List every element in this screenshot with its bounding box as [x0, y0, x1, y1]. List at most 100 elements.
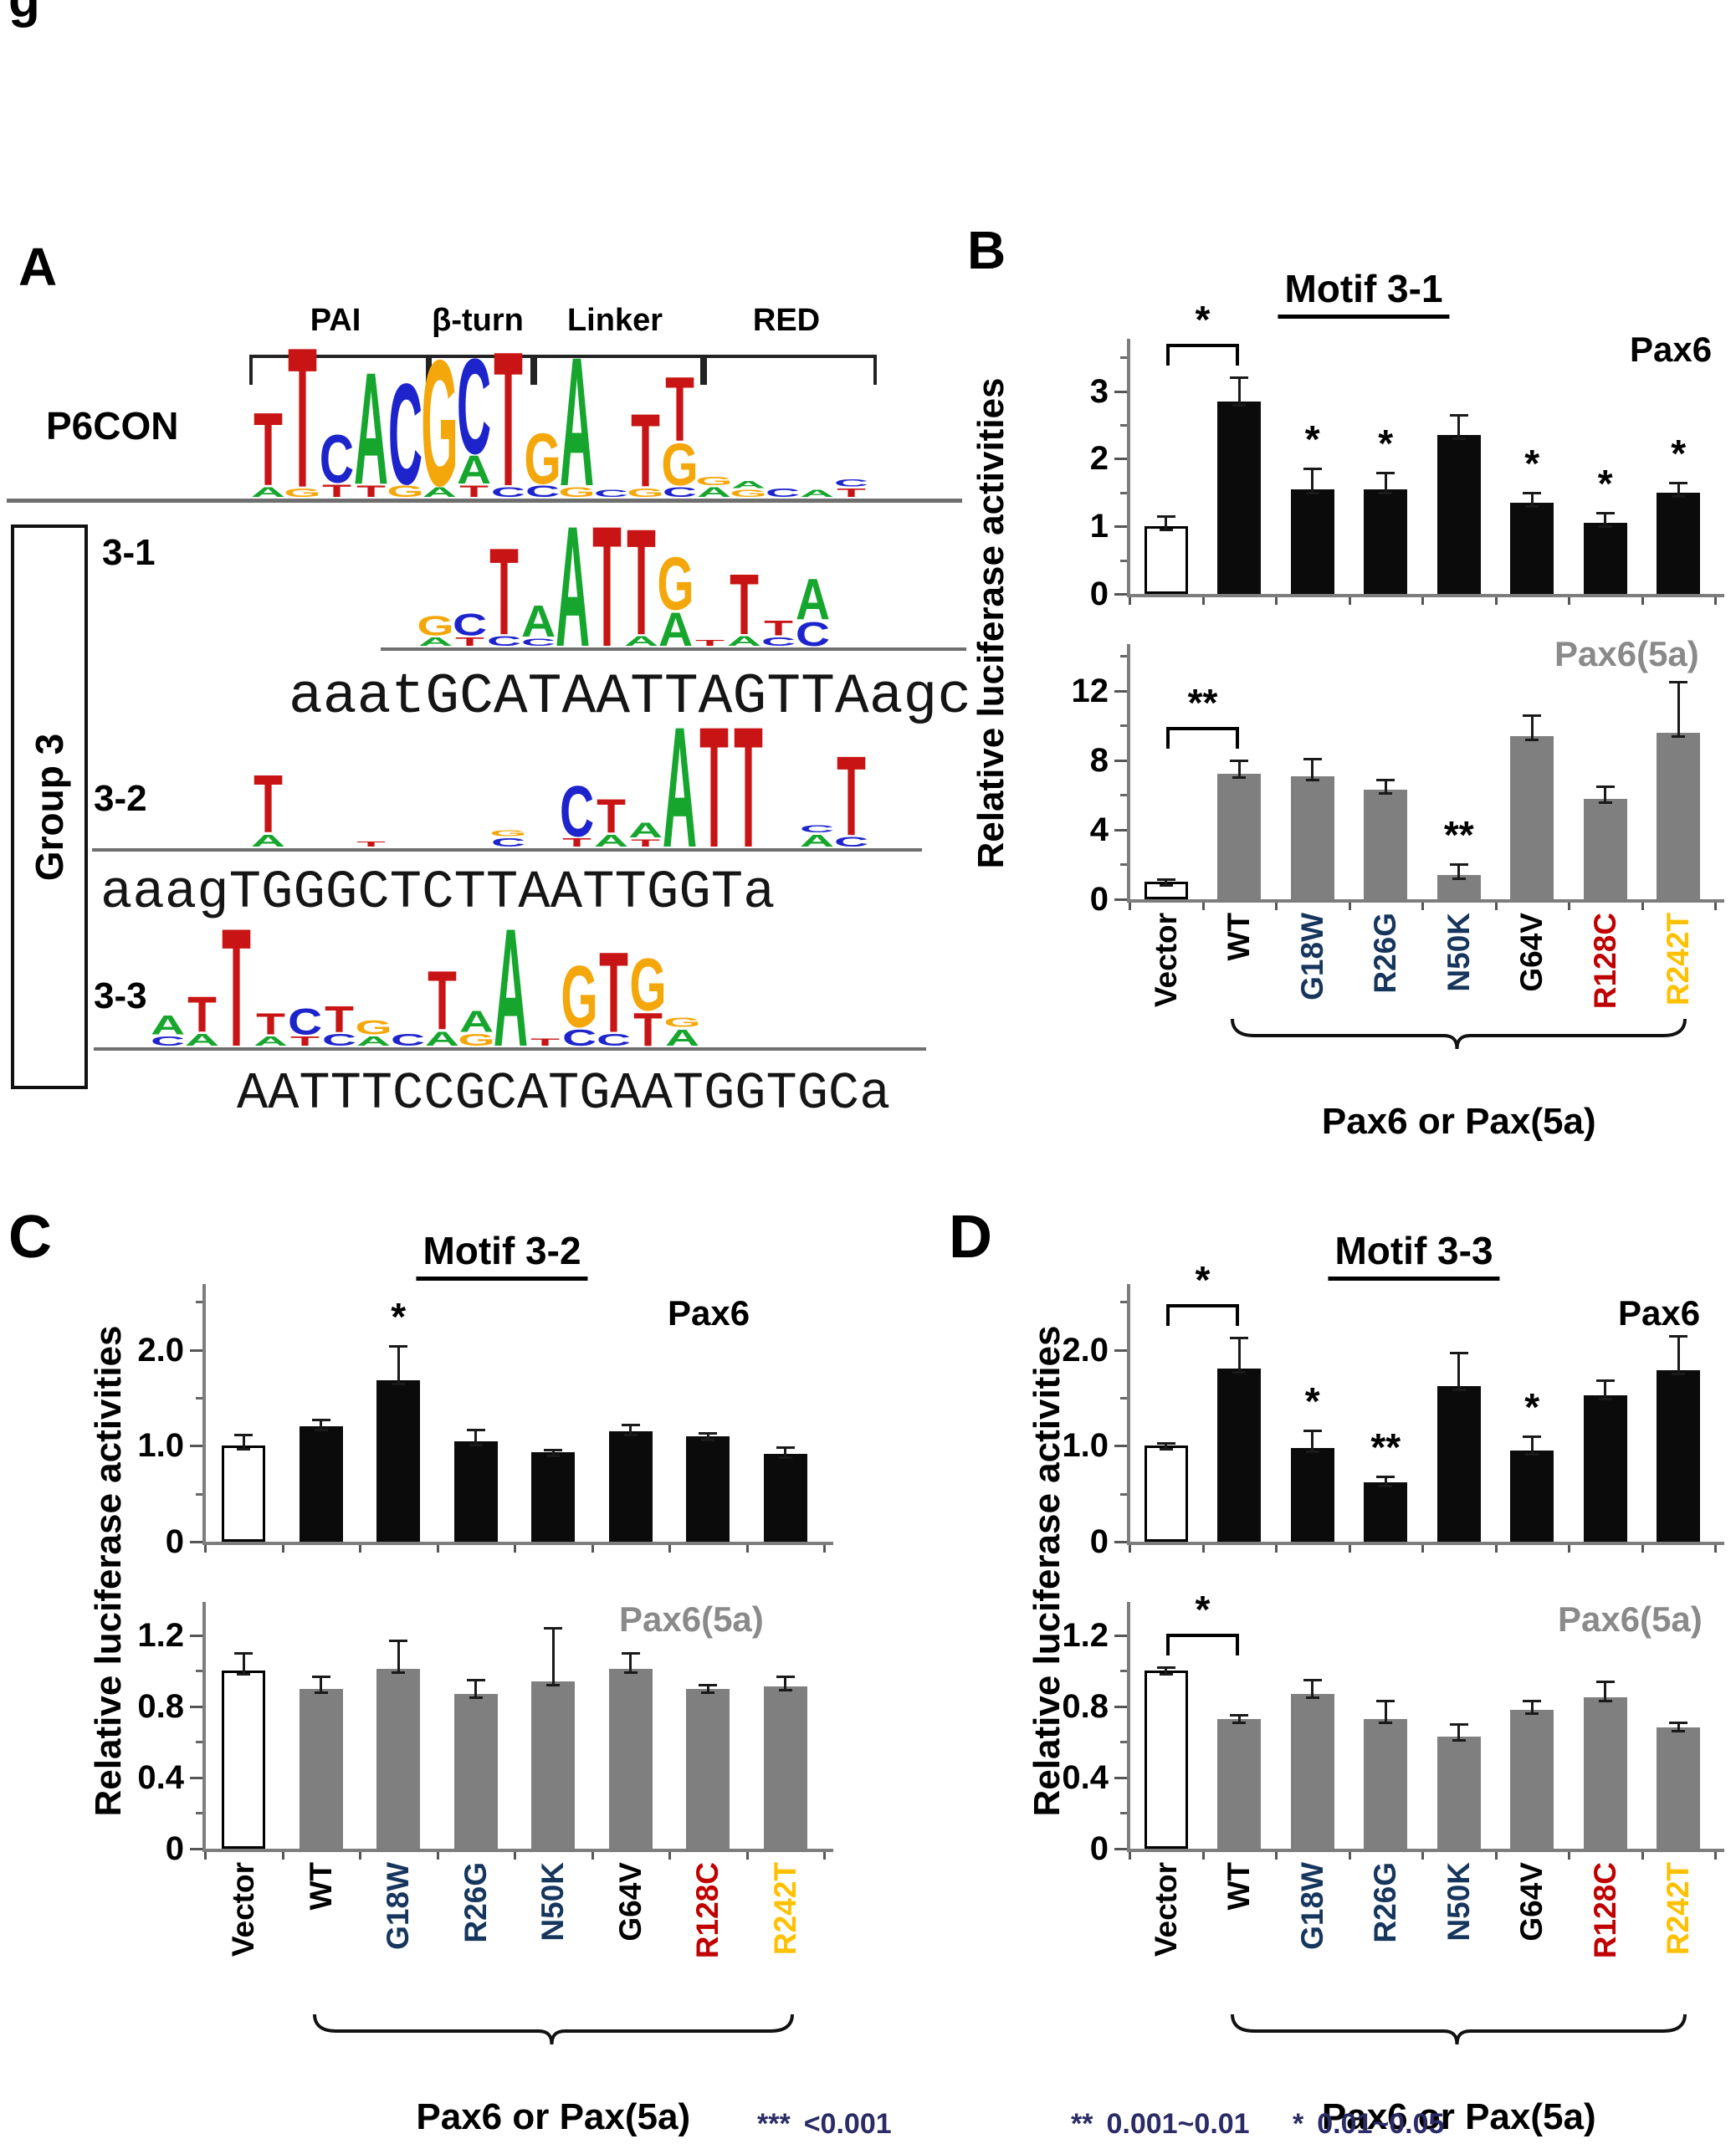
- error-cap-bottom-C-pax6-G18W: [392, 1383, 406, 1386]
- error-cap-bottom-D-pax65a-G18W: [1305, 1696, 1319, 1699]
- logo-letter-T: T: [530, 1036, 560, 1048]
- y-tick-C-pax65a: [190, 1776, 202, 1779]
- bar-C-pax6-R128C: [686, 1435, 730, 1542]
- logo-letter-C: C: [525, 483, 560, 500]
- x-tick-D-pax65a: [1421, 1852, 1424, 1860]
- series-label-C-pax65a: Pax6(5a): [619, 1599, 764, 1639]
- domain-bracket-linker: [534, 355, 704, 385]
- bar-C-pax6-R26G: [453, 1440, 498, 1542]
- x-axis-B-pax6: [1127, 594, 1724, 597]
- logo-letter-C: C: [491, 836, 525, 849]
- error-cap-bottom-D-pax6-N50K: [1452, 1389, 1466, 1392]
- error-bar-B-pax65a-Vector: [1165, 879, 1168, 888]
- x-tick-C-pax6: [204, 1545, 207, 1553]
- logo-letter-C: C: [597, 1031, 631, 1050]
- error-bar-D-pax65a-G18W: [1311, 1679, 1314, 1699]
- error-cap-top-C-pax6-R242T: [776, 1446, 795, 1449]
- error-cap-top-B-pax6-WT: [1230, 376, 1249, 380]
- y-axis-D-pax6: [1127, 1284, 1130, 1542]
- logo-letter-T: T: [459, 483, 489, 500]
- logo-letter-T: T: [631, 837, 660, 849]
- logo-letter-G: G: [458, 1031, 494, 1050]
- y-tick-label-D-pax65a: 1.2: [1062, 1616, 1109, 1654]
- sig-asterisk-D-pax6-R26G: **: [1370, 1425, 1401, 1470]
- logo-letter-G: G: [561, 948, 597, 1046]
- bar-D-pax6-N50K: [1436, 1386, 1481, 1542]
- x-axis-C-pax6: [202, 1542, 833, 1545]
- group-axis-label-D: Pax6 or Pax(5a): [1321, 2096, 1596, 2137]
- error-bar-C-pax65a-G64V: [629, 1653, 632, 1675]
- y-minortick-C-pax6: [196, 1492, 202, 1496]
- logo-letter-A: A: [594, 832, 628, 851]
- logo-letter-T: T: [597, 790, 626, 843]
- x-tick-D-pax6: [1494, 1545, 1498, 1553]
- error-cap-top-B-pax6-R26G: [1376, 471, 1395, 474]
- y-tick-label-D-pax6: 0: [1089, 1523, 1109, 1560]
- error-cap-bottom-B-pax65a-N50K: [1452, 877, 1466, 880]
- x-axis-C-pax65a: [202, 1849, 833, 1852]
- y-tick-label-B-pax65a: 12: [1071, 672, 1109, 709]
- y-minortick-D-pax65a: [1120, 1812, 1127, 1815]
- x-tick-C-pax65a: [514, 1852, 516, 1860]
- error-cap-top-C-pax6-N50K: [544, 1448, 563, 1451]
- logo-letter-T: T: [253, 392, 283, 508]
- bar-C-pax65a-Vector: [222, 1671, 266, 1849]
- error-bar-C-pax65a-Vector: [242, 1653, 245, 1676]
- logo-letter-A: A: [658, 603, 693, 657]
- x-tick-B-pax65a: [1348, 903, 1351, 910]
- x-tick-D-pax6: [1714, 1545, 1717, 1553]
- x-tick-B-pax65a: [1714, 903, 1717, 910]
- bar-C-pax6-R242T: [763, 1453, 807, 1542]
- x-tick-D-pax65a: [1129, 1852, 1131, 1860]
- bar-B-pax6-R128C: [1583, 523, 1627, 594]
- logo-letter-G: G: [730, 488, 766, 499]
- legend-symbol: **: [1071, 2108, 1093, 2140]
- y-tick-B-pax65a: [1114, 759, 1127, 762]
- error-bar-D-pax65a-R128C: [1604, 1681, 1607, 1703]
- error-cap-top-C-pax65a-WT: [311, 1675, 330, 1678]
- y-minortick-D-pax6: [1120, 1301, 1127, 1304]
- error-cap-bottom-D-pax6-R128C: [1598, 1397, 1612, 1400]
- cropped-caption-fragment: g: [8, 0, 40, 29]
- x-tick-C-pax6: [591, 1545, 594, 1553]
- chart-title-D: Motif 3-3: [1328, 1228, 1500, 1281]
- error-bar-B-pax65a-R26G: [1384, 779, 1387, 796]
- y-tick-B-pax65a: [1114, 689, 1127, 693]
- x-tick-D-pax65a: [1275, 1852, 1278, 1860]
- x-tick-C-pax6: [668, 1545, 671, 1553]
- y-axis-C-pax6: [202, 1284, 206, 1542]
- x-tick-C-pax65a: [281, 1852, 284, 1860]
- y-tick-label-B-pax65a: 4: [1089, 811, 1109, 848]
- error-cap-top-C-pax65a-N50K: [544, 1627, 563, 1630]
- error-cap-bottom-C-pax65a-R128C: [701, 1691, 715, 1694]
- motif-3-3-sequence: AATTTCCGCATGAATGGTGCa: [237, 1064, 891, 1123]
- x-category-label-D-G18W: G18W: [1294, 1862, 1329, 1950]
- sig-bracket-label-D-pax65a: *: [1195, 1588, 1211, 1632]
- bar-D-pax65a-R26G: [1364, 1718, 1408, 1849]
- group-axis-label-C: Pax6 or Pax(5a): [416, 2096, 691, 2137]
- y-minortick-C-pax6: [196, 1397, 202, 1400]
- error-bar-C-pax6-WT: [320, 1420, 323, 1432]
- group3-box: Group 3: [11, 524, 88, 1089]
- logo-letter-T: T: [699, 690, 729, 883]
- error-cap-bottom-D-pax6-Vector: [1159, 1448, 1173, 1451]
- error-cap-top-D-pax65a-G64V: [1523, 1700, 1542, 1703]
- legend-symbol: ***: [757, 2108, 791, 2140]
- logo-letter-A: A: [556, 489, 590, 682]
- y-tick-C-pax65a: [190, 1848, 202, 1850]
- bar-C-pax65a-N50K: [531, 1681, 576, 1849]
- logo-letter-C: C: [151, 1033, 185, 1048]
- error-cap-bottom-D-pax6-R242T: [1672, 1372, 1686, 1375]
- error-cap-bottom-C-pax6-R128C: [701, 1438, 715, 1441]
- motif-3-2-baseline: [92, 848, 922, 852]
- logo-letter-G: G: [629, 944, 666, 1026]
- y-minortick-D-pax6: [1120, 1397, 1127, 1400]
- logo-letter-T: T: [494, 313, 523, 526]
- error-cap-top-B-pax6-Vector: [1156, 515, 1175, 519]
- y-minortick-C-pax65a: [196, 1812, 202, 1815]
- x-tick-B-pax65a: [1129, 903, 1131, 910]
- error-cap-top-B-pax6-R128C: [1595, 512, 1615, 514]
- error-bar-B-pax6-N50K: [1457, 414, 1461, 441]
- x-category-label-D-Vector: Vector: [1148, 1862, 1183, 1957]
- y-minortick-C-pax6: [196, 1301, 202, 1304]
